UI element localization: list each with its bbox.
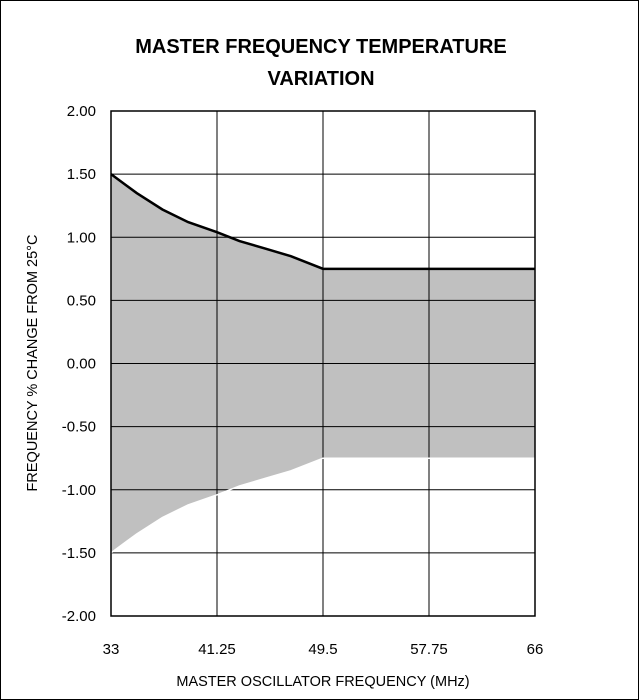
x-tick-label-0: 33 [103, 641, 120, 658]
chart-title-line-1: MASTER FREQUENCY TEMPERATURE [135, 36, 507, 58]
x-tick-label-2: 49.5 [308, 641, 337, 658]
y-axis-label: FREQUENCY % CHANGE FROM 25°C [25, 235, 41, 492]
plot-border [110, 110, 536, 617]
y-tick-label-1: 1.50 [67, 166, 96, 183]
y-tick-label-0: 2.00 [67, 103, 96, 120]
upper-limit-line-0 [110, 173, 535, 271]
chart-title-line-2: VARIATION [267, 68, 374, 90]
y-tick-label-2: 1.00 [67, 229, 96, 246]
lower-limit-line-0 [110, 457, 535, 554]
x-tick-label-1: 41.25 [198, 641, 236, 658]
x-tick-label-3: 57.75 [410, 641, 448, 658]
y-tick-label-7: -1.50 [62, 545, 96, 562]
x-tick-label-4: 66 [527, 641, 544, 658]
y-tick-label-8: -2.00 [62, 608, 96, 625]
tick-layer: 33 41.25 49.5 57.75 66 2.00 1.50 1.00 0.50 0.00 -0… [62, 103, 544, 658]
y-tick-label-6: -1.00 [62, 482, 96, 499]
line-layer [110, 173, 535, 554]
y-tick-label-3: 0.50 [67, 292, 96, 309]
grid-layer [110, 110, 536, 617]
y-tick-label-4: 0.00 [67, 356, 96, 373]
x-axis-label: MASTER OSCILLATOR FREQUENCY (MHz) [176, 674, 469, 690]
y-tick-label-5: -0.50 [62, 419, 96, 436]
